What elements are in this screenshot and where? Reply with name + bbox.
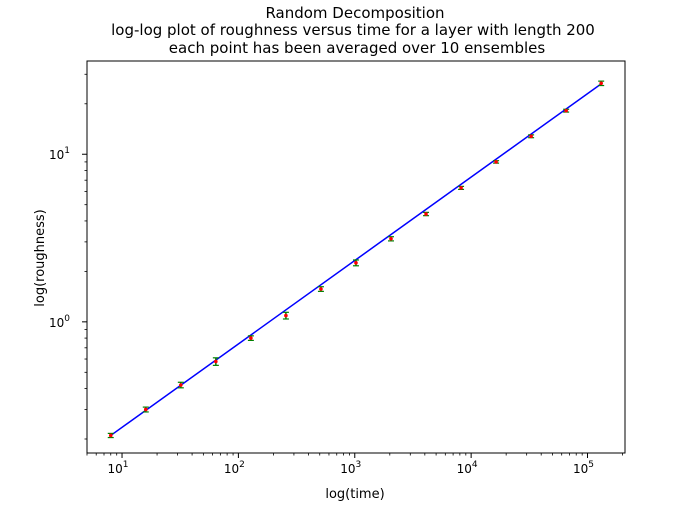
data-point-8 — [354, 261, 358, 265]
data-point-15 — [599, 81, 603, 86]
plot-frame — [86, 60, 626, 454]
x-tick-label-3: 103 — [340, 460, 361, 476]
data-point-9 — [389, 236, 393, 241]
chart-subtitle-line-2: each point has been averaged over 10 ens… — [169, 39, 546, 57]
y-tick-label-1: 100 — [49, 314, 70, 330]
data-point-7 — [319, 287, 323, 291]
data-point-1 — [108, 433, 113, 438]
x-axis-label: log(time) — [325, 487, 384, 502]
data-point-3 — [179, 383, 183, 387]
x-tick-label-1: 101 — [108, 460, 129, 476]
y-axis-label: log(roughness) — [33, 209, 48, 307]
x-tick-label-4: 104 — [457, 460, 478, 476]
data-point-13 — [529, 134, 533, 139]
data-point-6 — [284, 313, 288, 318]
data-point-12 — [494, 160, 498, 164]
chart-subtitle-line-1: log-log plot of roughness versus time fo… — [111, 21, 595, 39]
data-point-2 — [143, 407, 148, 412]
data-point-11 — [459, 186, 463, 190]
x-tick-label-2: 102 — [224, 460, 245, 476]
y-axis-ticks: 100 101 — [49, 73, 87, 440]
data-point-4 — [214, 359, 218, 364]
x-tick-label-5: 105 — [573, 460, 594, 476]
x-axis-ticks: 101 102 103 104 105 — [86, 453, 623, 476]
data-point-14 — [564, 108, 568, 113]
marker-layer — [108, 81, 603, 438]
chart-title: Random Decomposition — [265, 4, 444, 22]
data-point-10 — [424, 212, 428, 216]
data-point-5 — [249, 336, 253, 340]
y-tick-label-2: 101 — [49, 146, 70, 162]
